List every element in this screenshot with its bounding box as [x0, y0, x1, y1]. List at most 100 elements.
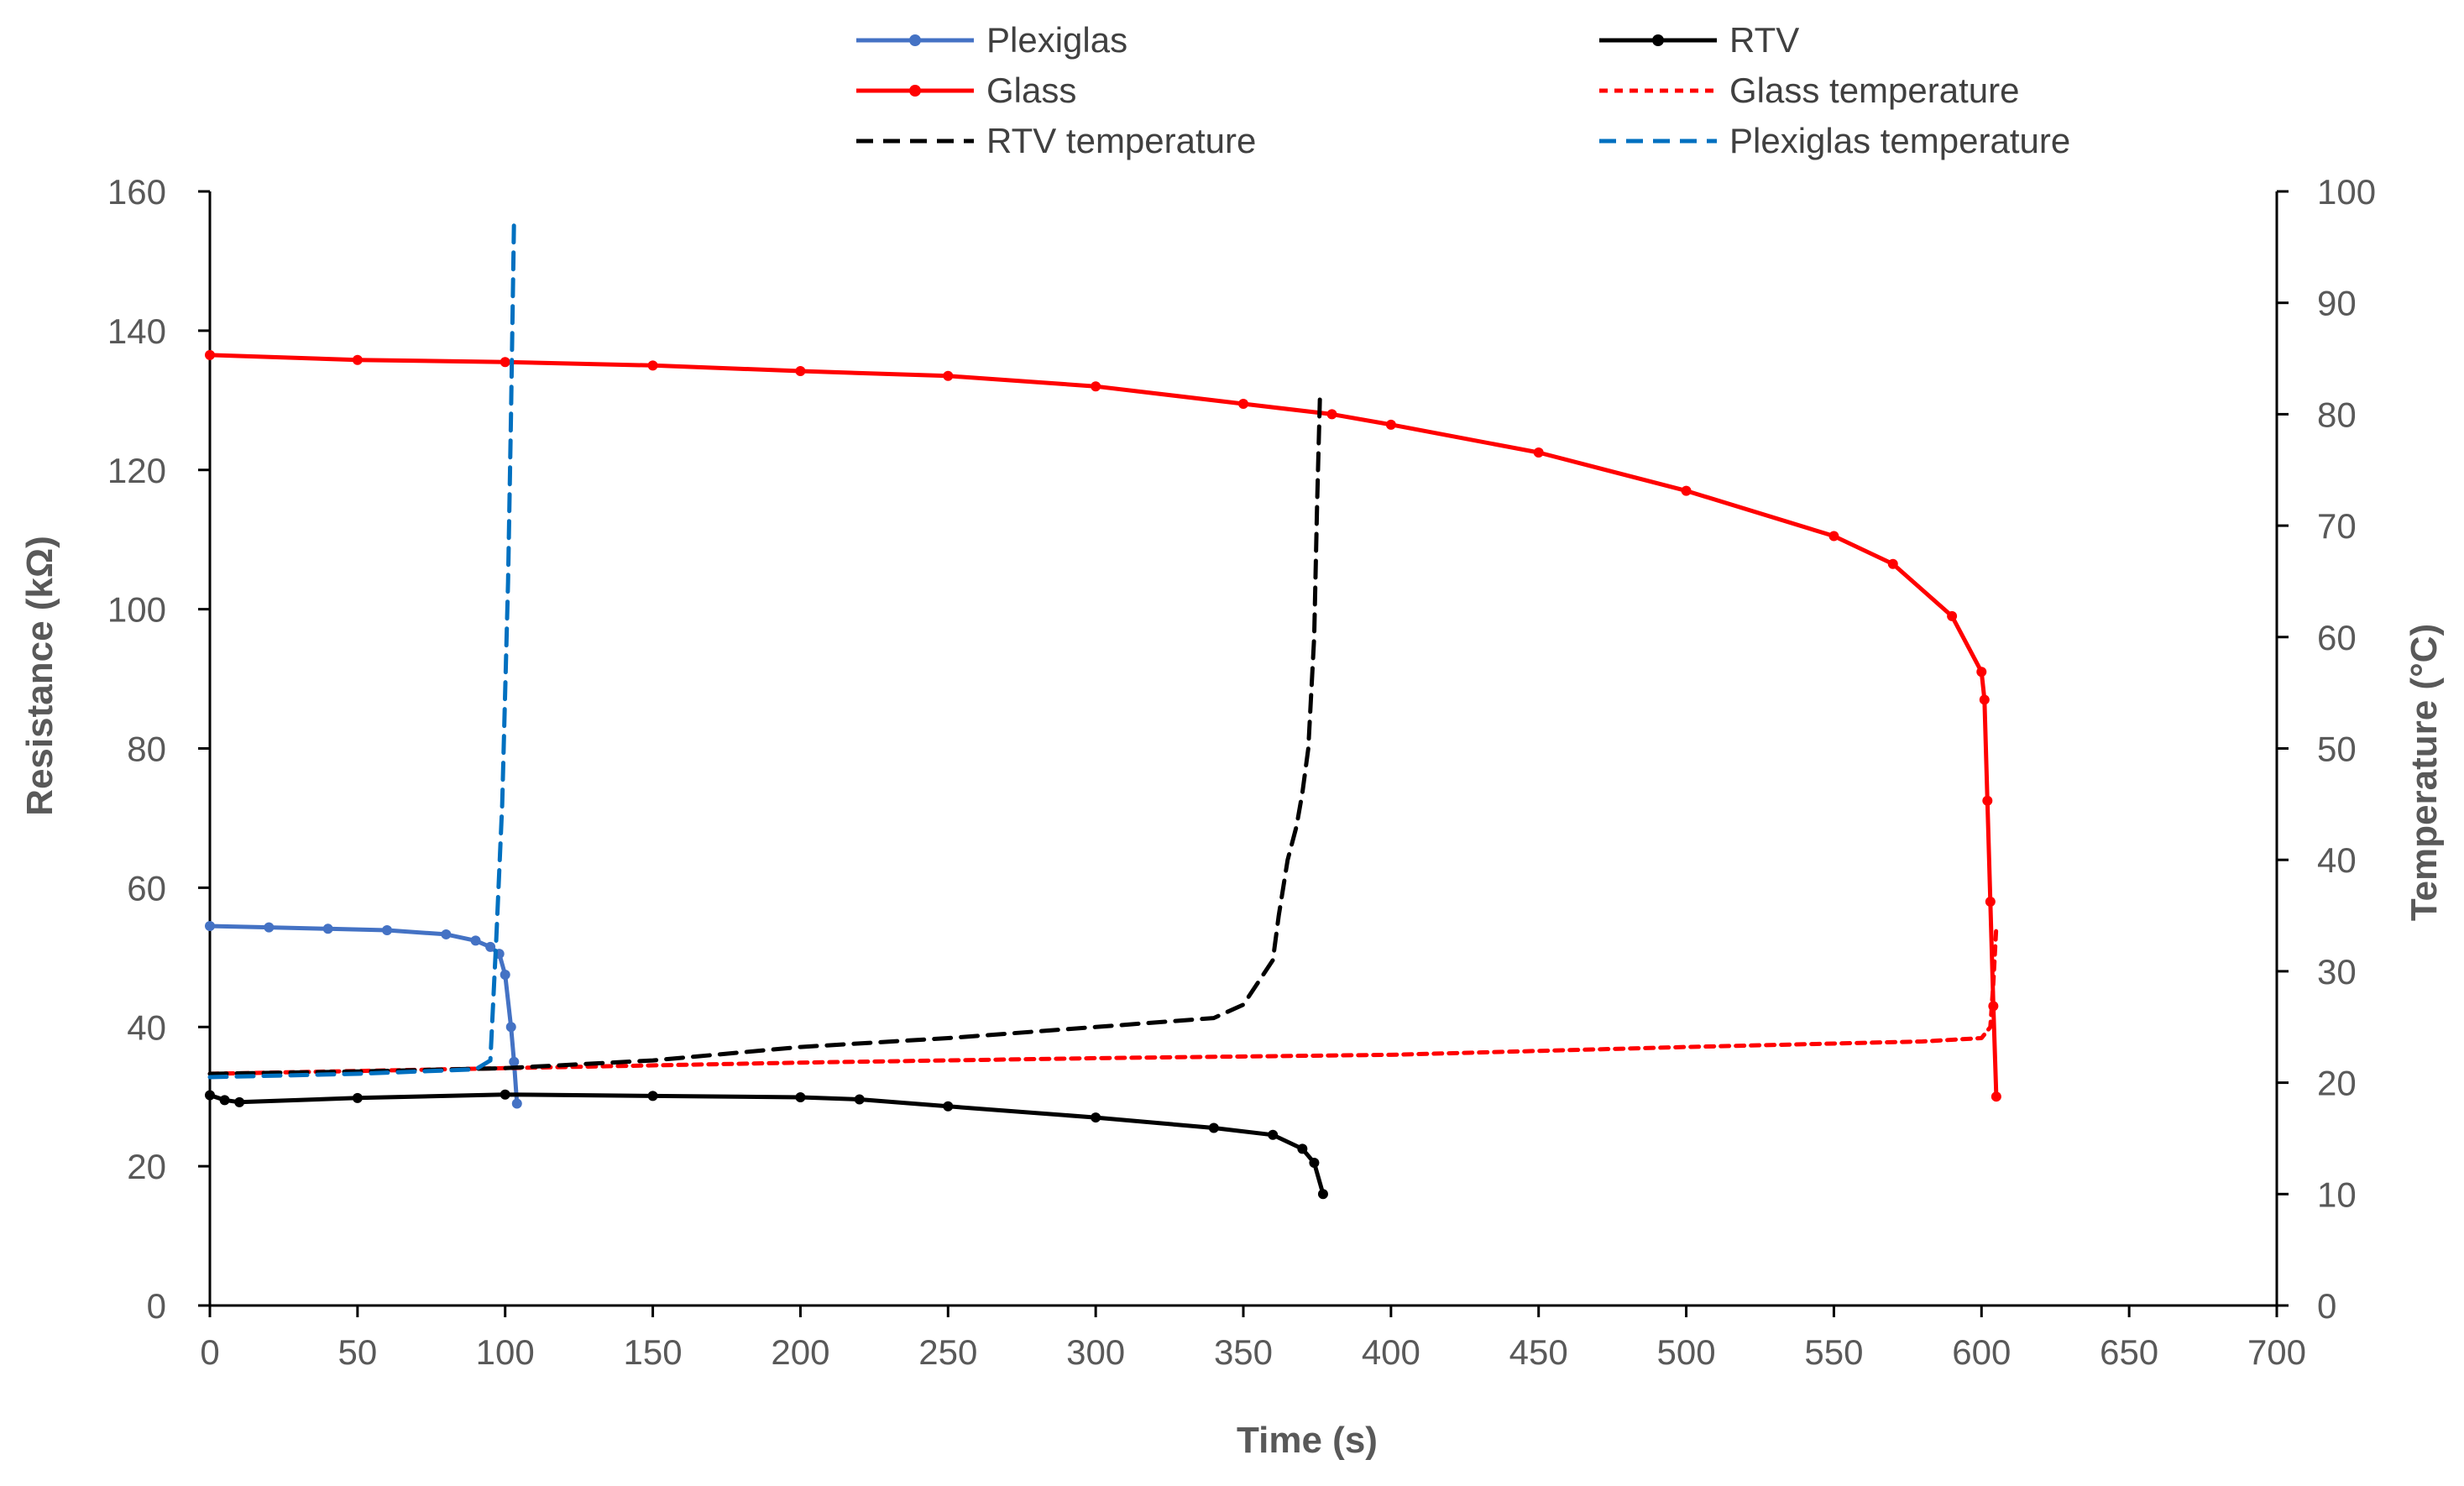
x-tick-label: 650 [2100, 1332, 2158, 1372]
rtv-point [1297, 1143, 1308, 1154]
y2-tick-label: 60 [2317, 618, 2357, 657]
y-tick-label: 100 [107, 590, 166, 630]
legend-plexiglas-marker [909, 34, 921, 46]
x-tick-label: 550 [1804, 1332, 1863, 1372]
x-tick-label: 300 [1066, 1332, 1125, 1372]
x-tick-label: 250 [918, 1332, 977, 1372]
y2-tick-label: 80 [2317, 395, 2357, 434]
legend-rtv-label: RTV [1729, 20, 1799, 60]
x-tick-label: 100 [476, 1332, 535, 1372]
glass-point [1976, 667, 1987, 678]
plexiglas-point [264, 922, 275, 933]
glass-point [500, 357, 510, 368]
y-tick-label: 60 [127, 868, 166, 908]
glass-point [943, 370, 954, 381]
x-ticks: 0 50 100 150 200 250 300 350 400 450 500 550 600 650 7… [200, 1305, 2306, 1372]
glass-point [1979, 694, 1990, 705]
rtv-point [500, 1089, 510, 1100]
plexiglas-point [500, 970, 510, 981]
rtv-point [234, 1096, 245, 1107]
legend-glass-marker [909, 85, 921, 97]
legend-rtv-temperature-label: RTV temperature [986, 121, 1256, 160]
plexiglas-point [485, 941, 496, 952]
glass-point [795, 365, 806, 376]
legend: Plexiglas RTV Glass Glass temperature RTV te… [856, 20, 2070, 160]
rtv-point [205, 1090, 215, 1101]
rtv-point [1309, 1157, 1320, 1168]
plexiglas-temperature-line [207, 217, 516, 1080]
x-tick-label: 0 [200, 1332, 219, 1372]
plexiglas-point [322, 924, 333, 934]
glass-point [1385, 419, 1396, 430]
legend-plexiglas-label: Plexiglas [986, 20, 1127, 60]
y2-tick-label: 70 [2317, 506, 2357, 546]
x-tick-label: 700 [2247, 1332, 2306, 1372]
glass-point [1985, 896, 1996, 907]
y-tick-label: 0 [147, 1286, 166, 1326]
y-tick-label: 40 [127, 1007, 166, 1047]
series-layer [205, 217, 2001, 1200]
y2-tick-label: 0 [2317, 1286, 2336, 1326]
glass-point [1947, 610, 1958, 621]
y2-tick-label: 100 [2317, 172, 2376, 212]
rtv-point [1317, 1189, 1328, 1200]
y-tick-label: 120 [107, 451, 166, 490]
rtv-temperature-line [207, 390, 1322, 1076]
glass-point [1238, 398, 1248, 409]
x-axis-title: Time (s) [1237, 1420, 1378, 1461]
rtv-point [1268, 1129, 1279, 1140]
y-tick-label: 160 [107, 172, 166, 212]
plexiglas-point [470, 935, 481, 946]
rtv-point [795, 1092, 806, 1103]
rtv-point [943, 1101, 954, 1112]
plexiglas-line [207, 924, 520, 1106]
rtv-point [1091, 1112, 1101, 1123]
y-axis-title: Resistance (kΩ) [19, 536, 60, 816]
y2-tick-label: 30 [2317, 952, 2357, 992]
plexiglas-point [509, 1056, 520, 1067]
glass-point [1681, 485, 1692, 496]
y-tick-label: 80 [127, 730, 166, 769]
x-tick-label: 350 [1214, 1332, 1273, 1372]
y2-tick-label: 20 [2317, 1064, 2357, 1103]
glass-point [1326, 409, 1337, 420]
legend-glass-label: Glass [986, 71, 1076, 110]
glass-line [207, 353, 1999, 1099]
y-ticks: 0 20 40 60 80 100 120 140 160 [107, 172, 210, 1326]
rtv-point [1208, 1122, 1219, 1133]
legend-plexiglas-temperature-label: Plexiglas temperature [1729, 121, 2070, 160]
y2-tick-label: 50 [2317, 730, 2357, 769]
x-tick-label: 150 [624, 1332, 683, 1372]
plexiglas-point [441, 929, 452, 939]
x-tick-label: 400 [1362, 1332, 1420, 1372]
rtv-point [854, 1094, 865, 1105]
plexiglas-point [505, 1022, 516, 1033]
glass-point [1533, 447, 1544, 458]
y2-ticks: 0 10 20 30 40 50 60 70 80 90 100 [2277, 172, 2376, 1326]
plexiglas-point [205, 920, 215, 931]
legend-rtv-marker [1652, 34, 1664, 46]
rtv-point [219, 1095, 230, 1106]
glass-point [1887, 558, 1898, 569]
x-tick-label: 200 [771, 1332, 829, 1372]
plexiglas-point [511, 1098, 522, 1109]
plot-area: 0 50 100 150 200 250 300 350 400 450 500 550 600 650 7… [107, 172, 2376, 1372]
y2-tick-label: 40 [2317, 840, 2357, 880]
glass-point [205, 349, 215, 360]
legend-glass-temperature-label: Glass temperature [1729, 71, 2019, 110]
y2-tick-label: 10 [2317, 1175, 2357, 1214]
y-tick-label: 20 [127, 1147, 166, 1186]
glass-point [1091, 381, 1101, 392]
x-tick-label: 500 [1657, 1332, 1716, 1372]
glass-point [1991, 1091, 2001, 1102]
y2-tick-label: 90 [2317, 284, 2357, 323]
rtv-point [647, 1091, 658, 1101]
glass-point [1982, 795, 1993, 806]
glass-point [1828, 531, 1839, 542]
rtv-point [352, 1092, 363, 1103]
glass-point [352, 354, 363, 365]
y-tick-label: 140 [107, 311, 166, 351]
glass-point [647, 360, 658, 371]
plexiglas-point [382, 924, 393, 935]
x-tick-label: 50 [337, 1332, 377, 1372]
